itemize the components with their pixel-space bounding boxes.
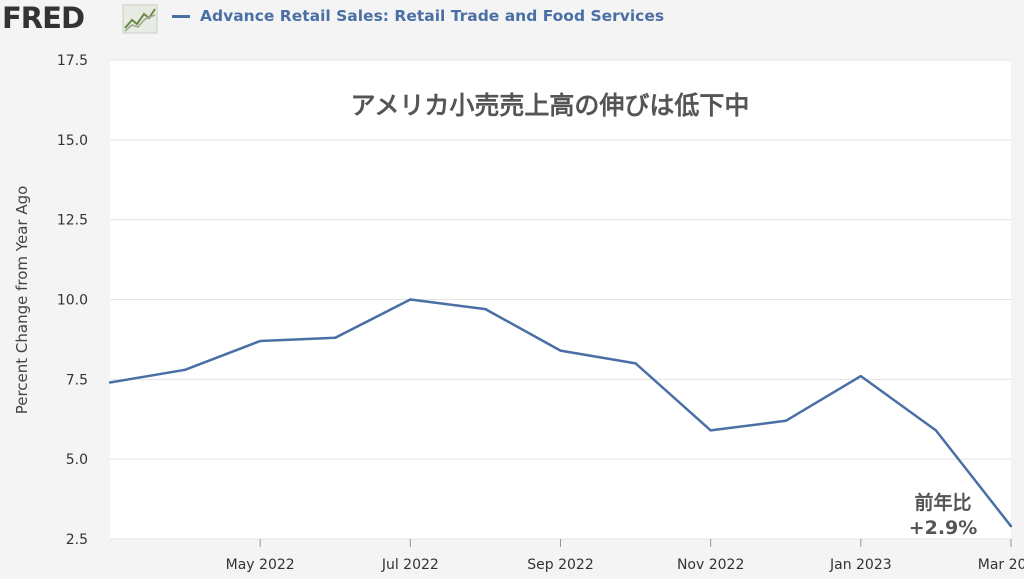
y-tick-label: 12.5 <box>57 213 88 229</box>
data-point <box>409 298 412 301</box>
x-tick-label: Mar 2023 <box>978 557 1024 573</box>
data-point <box>108 381 112 384</box>
x-tick-label: Jul 2022 <box>381 557 439 573</box>
y-tick-label: 10.0 <box>57 293 88 309</box>
data-point <box>334 336 337 340</box>
x-tick-label: Jan 2023 <box>829 557 892 573</box>
data-point <box>484 307 487 311</box>
data-point <box>709 429 712 432</box>
legend-label: Advance Retail Sales: Retail Trade and F… <box>200 7 665 25</box>
series-layer <box>108 298 1013 528</box>
header: FRED Advance Retail Sales: Retail Trade … <box>0 0 1024 40</box>
data-point <box>559 349 562 352</box>
y-tick-label: 15.0 <box>57 133 88 149</box>
y-tick-labels: 2.5 5.0 7.5 10.0 12.5 15.0 17.5 <box>57 53 88 548</box>
annotation-label: 前年比 <box>914 491 971 514</box>
data-point <box>183 368 187 371</box>
x-tick-label: Nov 2022 <box>677 557 744 573</box>
x-tick-label: May 2022 <box>226 557 295 573</box>
y-tick-label: 7.5 <box>66 372 88 388</box>
y-tick-label: 2.5 <box>66 532 88 548</box>
data-point <box>634 362 637 365</box>
legend[interactable]: Advance Retail Sales: Retail Trade and F… <box>172 7 664 25</box>
y-tick-label: 5.0 <box>66 452 88 468</box>
data-point <box>859 374 863 378</box>
y-tick-label: 17.5 <box>57 53 88 69</box>
data-point <box>258 339 262 343</box>
legend-swatch <box>172 14 190 18</box>
x-tick-label: Sep 2022 <box>527 557 593 573</box>
trend-line-icon <box>122 4 158 34</box>
fred-logo[interactable]: FRED <box>2 1 85 35</box>
x-tick-labels: May 2022 Jul 2022 Sep 2022 Nov 2022 Jan 2023… <box>226 539 1024 573</box>
data-point <box>784 419 787 423</box>
chart-title: アメリカ小売売上高の伸びは低下中 <box>351 91 750 120</box>
data-point <box>1009 525 1013 528</box>
data-point <box>934 429 938 432</box>
annotation-value: +2.9% <box>909 517 978 539</box>
